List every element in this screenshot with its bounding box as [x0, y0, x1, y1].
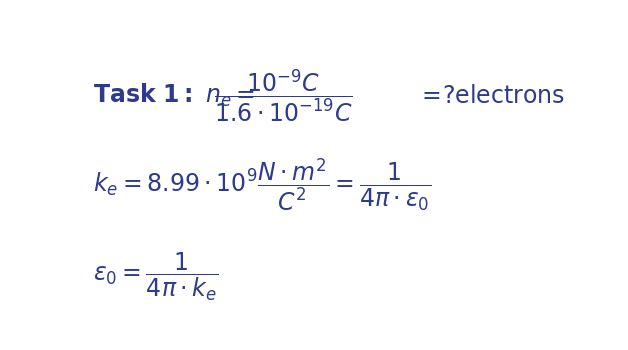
Text: $=\!?\mathrm{electrons}$: $=\!?\mathrm{electrons}$ — [417, 84, 565, 108]
Text: $\varepsilon_0 = \dfrac{1}{4\pi \cdot k_e}$: $\varepsilon_0 = \dfrac{1}{4\pi \cdot k_… — [93, 250, 219, 303]
Text: $\dfrac{10^{-9}C}{1.6 \cdot 10^{-19}C}$: $\dfrac{10^{-9}C}{1.6 \cdot 10^{-19}C}$ — [214, 68, 352, 124]
Text: $k_e = 8.99 \cdot 10^9 \dfrac{N \cdot m^2}{C^2} = \dfrac{1}{4\pi \cdot \varepsil: $k_e = 8.99 \cdot 10^9 \dfrac{N \cdot m^… — [93, 156, 431, 213]
Text: $\mathbf{Task\ 1:}\ n_e =$: $\mathbf{Task\ 1:}\ n_e =$ — [93, 82, 255, 110]
